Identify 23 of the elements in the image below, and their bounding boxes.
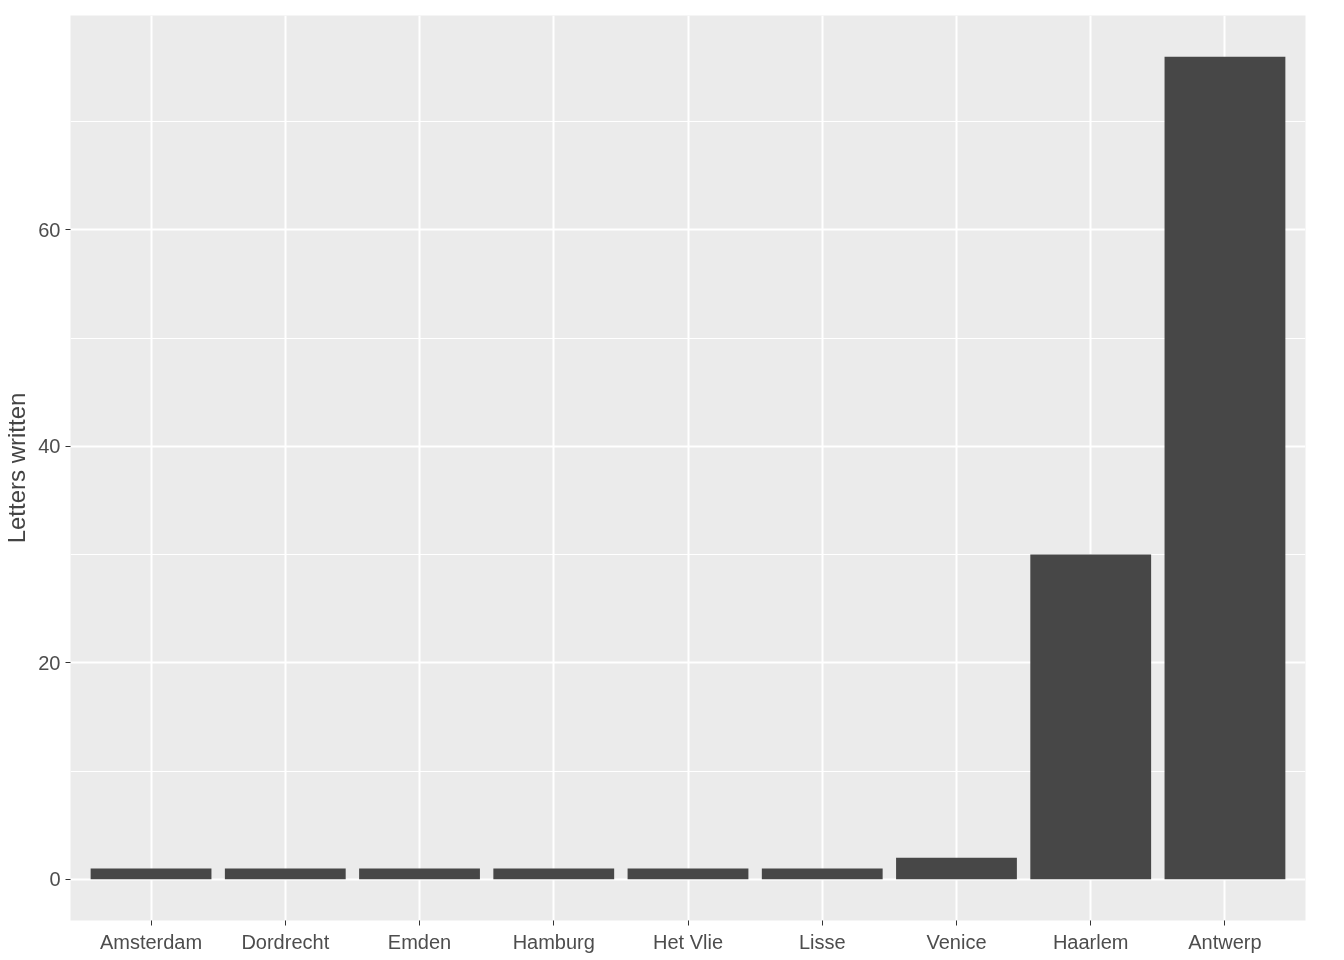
x-tick-label: Haarlem	[1052, 930, 1129, 953]
bar	[359, 868, 480, 880]
bar	[224, 868, 346, 880]
x-tick-label: Venice	[926, 930, 987, 953]
bar	[761, 868, 883, 880]
bar	[1030, 554, 1152, 880]
x-tick-label: Lisse	[798, 930, 846, 953]
x-tick-label: Hamburg	[512, 930, 595, 953]
y-axis-title: Letters written	[3, 392, 31, 544]
y-tick-label: 20	[38, 651, 61, 674]
x-tick-label: Emden	[387, 930, 452, 953]
bar	[896, 857, 1017, 880]
bar	[627, 868, 749, 880]
x-tick-label: Het Vlie	[652, 930, 724, 953]
y-tick-label: 0	[49, 868, 61, 891]
x-tick-label: Antwerp	[1188, 930, 1262, 953]
y-tick-label: 60	[38, 218, 61, 241]
y-tick-label: 40	[38, 435, 61, 458]
bar	[493, 868, 615, 880]
bar	[90, 868, 212, 880]
x-tick-label: Amsterdam	[99, 930, 203, 953]
bar	[1164, 56, 1286, 880]
x-tick-label: Dordrecht	[241, 930, 330, 953]
